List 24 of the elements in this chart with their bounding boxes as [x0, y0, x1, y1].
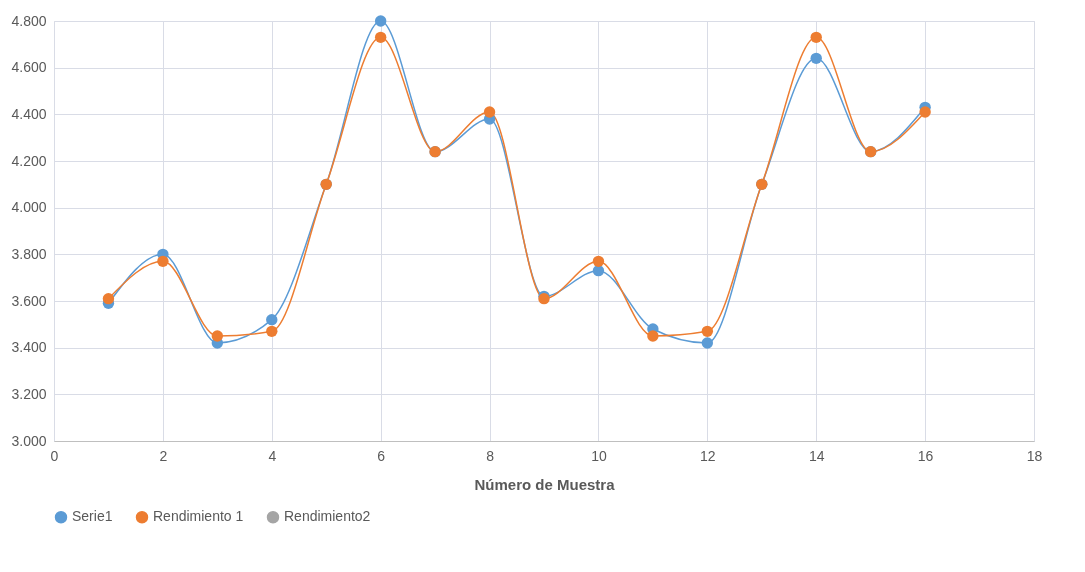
- y-tick-label: 3.600: [11, 292, 47, 309]
- x-tick-label: 12: [700, 447, 716, 464]
- x-tick-label: 16: [917, 447, 934, 464]
- x-tick-label: 6: [377, 447, 386, 464]
- y-tick-label: 4.600: [11, 59, 47, 76]
- x-tick-label: 14: [808, 447, 825, 464]
- x-axis-title: Número de Muestra: [474, 475, 616, 493]
- x-tick-label: 0: [50, 447, 59, 464]
- y-tick-label: 4.000: [11, 199, 47, 216]
- x-tick-label: 8: [486, 447, 495, 464]
- x-tick-label: 10: [591, 447, 607, 464]
- y-tick-label: 3.000: [11, 432, 47, 449]
- legend-label: Serie1: [72, 508, 113, 525]
- y-tick-label: 4.800: [11, 12, 47, 29]
- legend-label: Rendimiento2: [284, 508, 371, 525]
- y-tick-label: 3.400: [11, 339, 47, 356]
- y-tick-label: 3.800: [11, 245, 47, 262]
- x-tick-label: 18: [1026, 447, 1043, 464]
- y-tick-label: 4.400: [11, 105, 47, 122]
- x-tick-label: 4: [268, 447, 277, 464]
- legend-label: Rendimiento 1: [153, 508, 244, 525]
- y-tick-label: 4.200: [11, 152, 47, 169]
- y-tick-label: 3.200: [11, 385, 47, 402]
- x-tick-label: 2: [159, 447, 168, 464]
